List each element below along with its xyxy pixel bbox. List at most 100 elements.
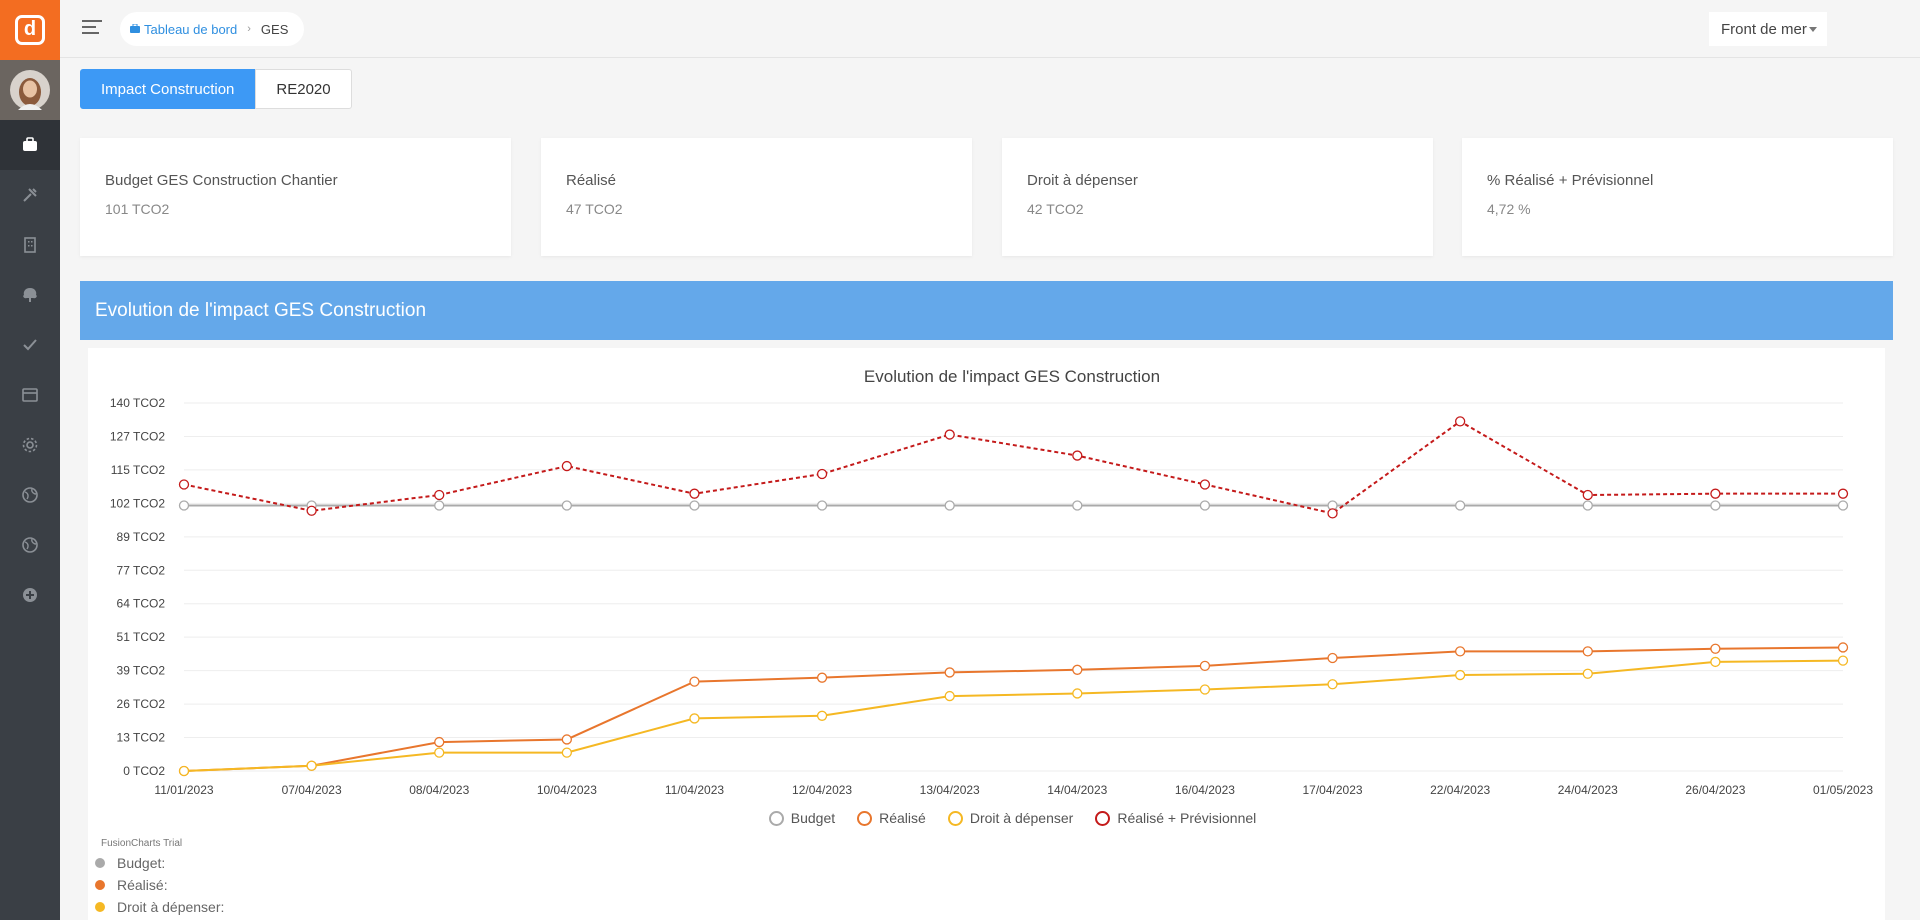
data-point[interactable] (561, 460, 572, 472)
breadcrumb-home[interactable]: Tableau de bord (130, 22, 237, 37)
data-point[interactable] (1837, 655, 1849, 666)
data-point[interactable] (1710, 643, 1721, 654)
data-point[interactable] (1072, 450, 1083, 461)
data-point[interactable] (434, 747, 445, 758)
y-tick-label: 0 TCO2 (123, 764, 165, 778)
data-point[interactable] (1582, 500, 1593, 511)
data-point[interactable] (561, 747, 572, 758)
data-point[interactable] (1710, 500, 1721, 511)
sidebar-item-globe[interactable] (0, 470, 60, 520)
kpi-label: Budget GES Construction Chantier (105, 172, 338, 189)
data-point[interactable] (1837, 500, 1849, 511)
data-point[interactable] (1072, 500, 1083, 511)
site-select[interactable]: Front de mer (1709, 12, 1827, 46)
sidebar-avatar[interactable] (0, 60, 60, 120)
data-point[interactable] (689, 713, 700, 724)
tab-impact-construction[interactable]: Impact Construction (80, 69, 256, 109)
x-tick-label: 11/04/2023 (665, 783, 724, 797)
data-point[interactable] (689, 500, 700, 511)
data-point[interactable] (1455, 416, 1466, 427)
data-point[interactable] (944, 667, 955, 678)
y-tick-label: 140 TCO2 (110, 396, 165, 410)
data-point[interactable] (1199, 500, 1211, 511)
data-point[interactable] (178, 765, 190, 777)
kpi-value: 101 TCO2 (105, 201, 170, 217)
data-point[interactable] (1710, 488, 1721, 499)
legend-marker-icon (857, 810, 873, 826)
data-point[interactable] (1327, 508, 1338, 519)
data-point[interactable] (1199, 684, 1211, 695)
sidebar-item-dashboard[interactable] (0, 120, 60, 170)
y-tick-label: 26 TCO2 (117, 697, 166, 711)
data-point[interactable] (178, 479, 190, 490)
data-point[interactable] (434, 500, 445, 511)
data-point[interactable] (306, 505, 317, 516)
data-point[interactable] (1327, 679, 1338, 690)
sidebar-item-globe-2[interactable] (0, 520, 60, 570)
app-logo[interactable]: d (0, 0, 60, 60)
data-point[interactable] (561, 734, 572, 745)
data-point[interactable] (816, 468, 828, 480)
data-point[interactable] (1199, 660, 1211, 672)
data-point[interactable] (689, 676, 700, 687)
data-point[interactable] (689, 488, 700, 499)
data-point[interactable] (1455, 669, 1466, 681)
data-point[interactable] (1327, 652, 1338, 664)
data-point[interactable] (944, 690, 955, 702)
data-point[interactable] (1710, 656, 1721, 668)
sidebar-item-calendar[interactable] (0, 370, 60, 420)
data-point[interactable] (1199, 479, 1211, 490)
chevron-down-icon (1809, 27, 1817, 32)
briefcase-icon (23, 137, 37, 151)
data-point[interactable] (434, 489, 445, 501)
data-point[interactable] (1837, 642, 1849, 653)
data-point[interactable] (944, 500, 955, 511)
data-point[interactable] (1837, 488, 1849, 499)
x-tick-label: 10/04/2023 (537, 783, 597, 797)
check-icon (23, 339, 37, 351)
x-tick-label: 01/05/2023 (1813, 783, 1873, 797)
y-tick-label: 64 TCO2 (117, 597, 166, 611)
tooltip-label: Droit à dépenser: (117, 899, 225, 915)
tab-bar: Impact Construction RE2020 (80, 69, 352, 109)
breadcrumb: Tableau de bord › GES (120, 12, 305, 46)
legend-label: Réalisé + Prévisionnel (1117, 810, 1257, 826)
tooltip-row: Réalisé: (95, 877, 168, 893)
topbar: Tableau de bord › GES Front de mer (60, 0, 1920, 58)
data-point[interactable] (306, 760, 317, 771)
menu-toggle-icon[interactable] (82, 20, 102, 36)
chart-panel (88, 348, 1885, 920)
data-point[interactable] (816, 672, 828, 683)
sidebar-item-tools[interactable] (0, 170, 60, 220)
data-point[interactable] (178, 500, 190, 511)
sidebar-item-tasks[interactable] (0, 320, 60, 370)
data-point[interactable] (561, 500, 572, 511)
data-point[interactable] (1582, 668, 1593, 679)
logo-mark: d (15, 15, 45, 45)
data-point[interactable] (816, 500, 828, 511)
legend-item[interactable]: Réalisé (857, 810, 926, 826)
sidebar-item-settings[interactable] (0, 420, 60, 470)
calendar-icon (22, 388, 38, 402)
building-icon (24, 237, 36, 253)
data-point[interactable] (434, 736, 445, 748)
tree-icon (23, 288, 37, 302)
data-point[interactable] (1455, 646, 1466, 657)
series-line (183, 420, 1843, 515)
breadcrumb-current: GES (260, 21, 289, 37)
data-point[interactable] (1582, 489, 1593, 501)
sidebar-item-building[interactable] (0, 220, 60, 270)
data-point[interactable] (1455, 500, 1466, 511)
legend-item[interactable]: Droit à dépenser (947, 810, 1073, 826)
sidebar-item-tree[interactable] (0, 270, 60, 320)
data-point[interactable] (1072, 688, 1083, 699)
data-point[interactable] (816, 710, 828, 721)
tab-re2020[interactable]: RE2020 (255, 69, 352, 109)
sidebar-item-add[interactable] (0, 570, 60, 620)
data-point[interactable] (1072, 664, 1083, 675)
data-point[interactable] (944, 429, 955, 440)
legend-item[interactable]: Réalisé + Prévisionnel (1095, 810, 1256, 826)
data-point[interactable] (1582, 646, 1593, 657)
legend-item[interactable]: Budget (768, 810, 835, 826)
